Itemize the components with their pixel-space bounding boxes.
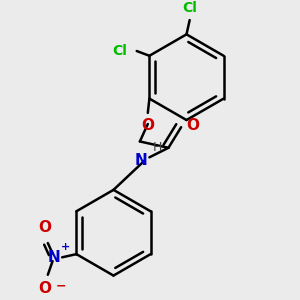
Text: O: O xyxy=(38,220,51,235)
Text: N: N xyxy=(48,250,61,265)
Text: Cl: Cl xyxy=(112,44,127,58)
Text: Cl: Cl xyxy=(182,1,197,15)
Text: H: H xyxy=(153,141,162,154)
Text: −: − xyxy=(56,280,66,292)
Text: +: + xyxy=(61,242,70,252)
Text: O: O xyxy=(186,118,199,133)
Text: N: N xyxy=(135,153,148,168)
Text: O: O xyxy=(141,118,154,133)
Text: O: O xyxy=(38,281,51,296)
